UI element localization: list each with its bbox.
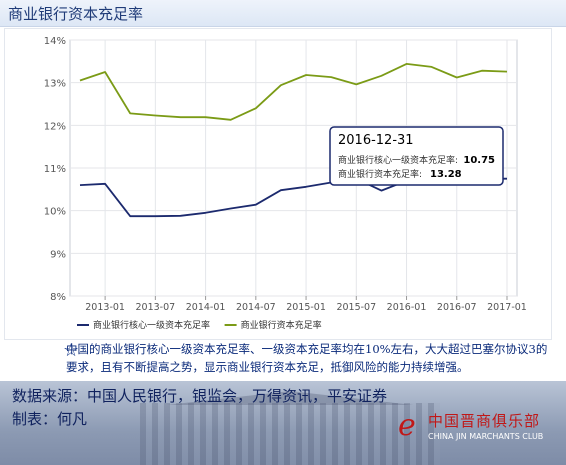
- y-tick-label: 14%: [44, 36, 66, 47]
- building-decoration: [140, 403, 440, 465]
- author-text: 制表：何凡: [12, 410, 88, 428]
- x-tick-label: 2016-07: [437, 302, 477, 313]
- chart-frame: 8% 9% 10% 11% 12% 13% 14% 2013-01 2013-07 2014-01…: [4, 28, 552, 340]
- commentary-text: 中国的商业银行核心一级资本充足率、一级资本充足率均在10%左右，大大超过巴塞尔协…: [66, 342, 548, 374]
- legend-label: 商业银行资本充足率: [241, 319, 322, 331]
- x-tick-label: 2017-01: [487, 302, 527, 313]
- tooltip-box: [329, 126, 504, 186]
- tooltip-line2-label: 商业银行资本充足率:: [338, 168, 422, 180]
- tooltip-line1-label: 商业银行核心一级资本充足率:: [338, 154, 458, 166]
- y-tick-label: 10%: [44, 207, 66, 218]
- x-tick-label: 2013-07: [136, 302, 176, 313]
- y-tick-label: 11%: [44, 164, 66, 175]
- title-bar: 商业银行资本充足率: [0, 0, 566, 27]
- series-line-2[interactable]: [79, 63, 508, 121]
- logo-chinese-name: 中国晋商俱乐部: [428, 412, 541, 430]
- x-tick-label: 2014-07: [236, 302, 276, 313]
- footer-banner: 数据来源：中国人民银行，银监会，万得资讯，平安证券 制表：何凡 e 中国晋商俱乐…: [0, 381, 566, 465]
- line-chart[interactable]: 8% 9% 10% 11% 12% 13% 14% 2013-01 2013-07 2014-01…: [5, 29, 551, 339]
- y-tick-label: 13%: [44, 79, 66, 90]
- x-tick-label: 2014-01: [186, 302, 226, 313]
- x-tick-label: 2013-01: [85, 302, 125, 313]
- tooltip-line1-value: 10.75: [463, 155, 495, 166]
- x-tick-label: 2016-01: [387, 302, 427, 313]
- x-tick-label: 2015-07: [336, 302, 376, 313]
- logo-mark-icon: e: [398, 408, 416, 443]
- club-logo: e 中国晋商俱乐部 CHINA JIN MARCHANTS CLUB: [398, 408, 558, 454]
- y-tick-label: 12%: [44, 121, 66, 132]
- star-icon: ☆: [63, 340, 80, 361]
- logo-english-name: CHINA JIN MARCHANTS CLUB: [428, 432, 544, 441]
- x-tick-label: 2015-01: [286, 302, 326, 313]
- page-title: 商业银行资本充足率: [8, 5, 144, 23]
- tooltip-line2-value: 13.28: [430, 169, 462, 180]
- y-tick-label: 9%: [50, 249, 66, 260]
- legend-label: 商业银行核心一级资本充足率: [93, 319, 210, 331]
- y-tick-label: 8%: [50, 292, 66, 303]
- data-source-text: 数据来源：中国人民银行，银监会，万得资讯，平安证券: [12, 387, 388, 405]
- tooltip-date: 2016-12-31: [338, 133, 414, 148]
